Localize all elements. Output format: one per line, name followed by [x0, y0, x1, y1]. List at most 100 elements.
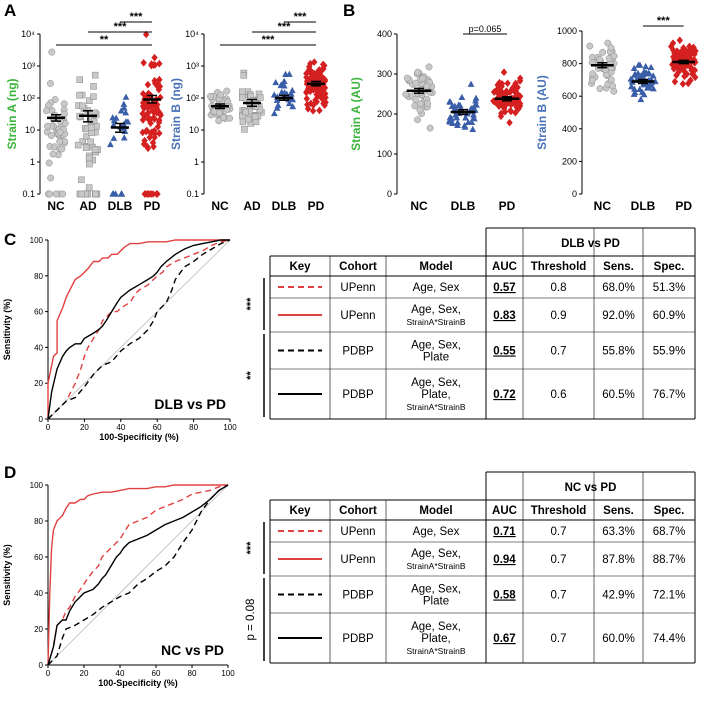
- data-point: [142, 190, 149, 198]
- model-cell: Age, Sex,: [411, 621, 461, 633]
- data-point: [44, 122, 52, 130]
- data-point: [303, 94, 310, 103]
- data-point: [630, 90, 638, 97]
- y-tick-label: 600: [562, 91, 577, 101]
- data-point: [278, 81, 285, 88]
- data-point: [303, 80, 311, 88]
- data-point: [106, 140, 114, 148]
- roc-plot-5: 00 20 20 40 40 60 60 80 80 100 100 100-Specificity …: [2, 481, 235, 688]
- data-point: [83, 133, 90, 140]
- data-point: [448, 114, 455, 122]
- data-point: [640, 91, 648, 98]
- roc-plots: 002020404060608080100100100-Specificity …: [2, 236, 237, 688]
- significance-label: ***: [262, 34, 276, 46]
- category-label: DLB: [108, 199, 133, 213]
- data-point: [47, 174, 55, 182]
- significance-label: ***: [245, 297, 257, 311]
- data-point: [281, 89, 288, 96]
- panel-letter-d: D: [4, 463, 16, 482]
- roc-curve: [47, 239, 230, 420]
- data-point: [449, 119, 456, 126]
- data-point: [82, 144, 90, 151]
- table-header-cell: Key: [289, 261, 311, 273]
- model-cell: Age, Sex: [413, 526, 460, 538]
- x-tick-label: 60: [152, 669, 161, 678]
- data-point: [273, 96, 281, 103]
- data-point: [316, 106, 323, 115]
- data-point: [140, 140, 148, 148]
- cohort-cell: UPenn: [340, 554, 375, 566]
- data-point: [508, 85, 516, 94]
- data-point: [631, 85, 638, 92]
- threshold-cell: 0.7: [551, 590, 567, 602]
- series-DLB: [627, 61, 659, 103]
- series-PD: [139, 30, 164, 198]
- data-point: [120, 134, 128, 141]
- data-point: [504, 79, 511, 88]
- data-point: [588, 76, 596, 84]
- auc-cell: 0.67: [493, 633, 515, 645]
- data-point: [446, 98, 454, 105]
- data-point: [110, 134, 118, 141]
- data-point: [685, 53, 692, 62]
- specificity-cell: 60.9%: [653, 310, 686, 322]
- data-point: [669, 39, 677, 47]
- y-tick-label: 0: [572, 189, 577, 199]
- series-PD: [667, 36, 699, 88]
- y-tick-label: 0: [39, 661, 44, 670]
- y-axis-title: Sensitivity (%): [2, 299, 12, 361]
- table-header-cell: Sens.: [603, 505, 634, 517]
- table-header-cell: AUC: [492, 261, 517, 273]
- data-point: [596, 55, 604, 63]
- table-header-cell: Threshold: [531, 261, 587, 273]
- data-point: [469, 125, 477, 133]
- data-point: [153, 108, 161, 117]
- data-point: [681, 61, 689, 70]
- data-point: [85, 184, 93, 191]
- data-point: [628, 83, 635, 90]
- y-tick-label: 0.1: [22, 189, 35, 199]
- y-tick-label: 10⁴: [21, 29, 35, 39]
- specificity-cell: 74.4%: [653, 633, 686, 645]
- data-point: [142, 30, 150, 39]
- data-point: [117, 107, 125, 114]
- roc-curve: [47, 484, 229, 666]
- cohort-cell: PDBP: [342, 590, 374, 602]
- data-point: [251, 113, 259, 121]
- threshold-cell: 0.7: [551, 554, 567, 566]
- data-point: [52, 190, 60, 198]
- data-point: [411, 102, 419, 110]
- data-point: [215, 109, 223, 117]
- dot-plot-2: 0 100 200 300 400 Strain A (AU) NC DLB PD p=0.065: [349, 24, 524, 213]
- data-point: [636, 61, 644, 68]
- data-point: [319, 60, 327, 69]
- data-point: [417, 100, 425, 108]
- data-point: [241, 126, 248, 133]
- data-point: [636, 85, 644, 93]
- data-point: [458, 93, 466, 101]
- y-axis-title: Sensitivity (%): [2, 544, 12, 606]
- data-point: [90, 83, 97, 90]
- data-point: [91, 146, 99, 153]
- table-header-cell: Model: [419, 261, 452, 273]
- table-header-cell: Threshold: [531, 505, 587, 517]
- data-point: [313, 90, 320, 99]
- model-cell: Age, Sex,: [411, 304, 461, 316]
- data-point: [414, 68, 422, 76]
- sensitivity-cell: 60.0%: [602, 633, 635, 645]
- model-cell: Age, Sex: [413, 282, 460, 294]
- y-tick-label: 100: [377, 149, 392, 159]
- data-point: [630, 64, 638, 71]
- data-point: [86, 160, 93, 168]
- series-DLB: [106, 93, 132, 197]
- y-tick-label: 200: [377, 109, 392, 119]
- data-point: [149, 190, 157, 198]
- cohort-cell: PDBP: [342, 389, 374, 401]
- significance-label: ***: [657, 15, 671, 27]
- y-tick-label: 10: [189, 125, 199, 135]
- data-point: [226, 114, 234, 122]
- category-label: PD: [144, 199, 161, 213]
- y-axis-title: Strain B (ng): [169, 78, 183, 150]
- data-point: [154, 122, 162, 131]
